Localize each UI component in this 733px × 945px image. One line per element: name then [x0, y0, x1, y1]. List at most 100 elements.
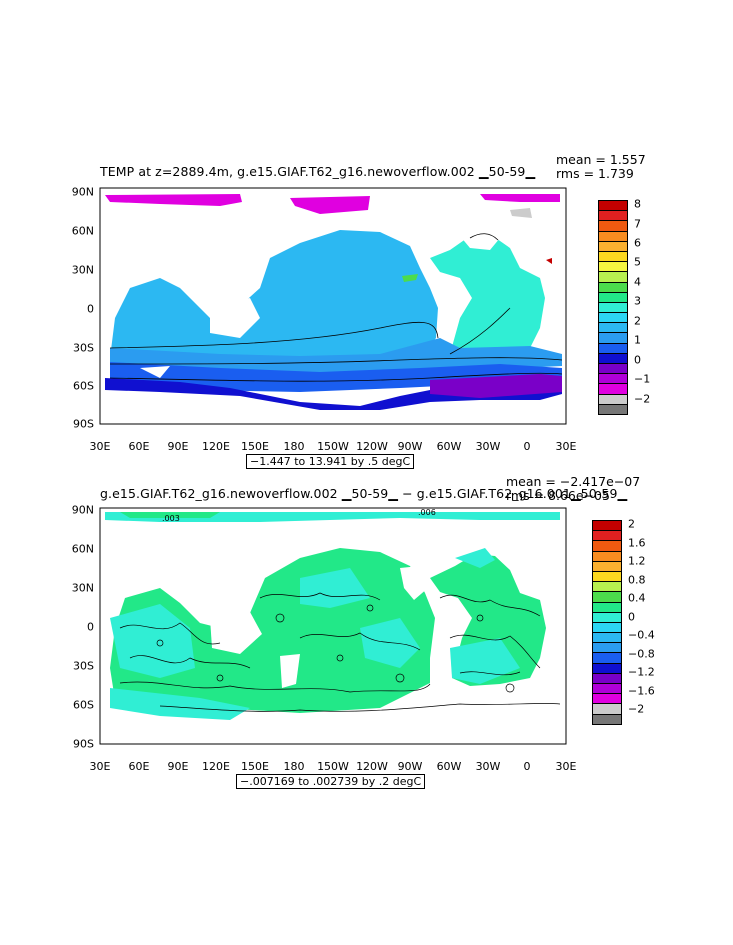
x-tick-label: 120W — [356, 440, 388, 453]
x-tick-label: 120E — [202, 440, 230, 453]
colorbar-swatch — [593, 582, 621, 593]
contour-range-label: −.007169 to .002739 by .2 degC — [236, 774, 426, 789]
x-tick-label: 150W — [317, 440, 349, 453]
colorbar-label: 1.2 — [628, 554, 646, 568]
colorbar-swatch — [599, 323, 627, 334]
colorbar-swatch — [593, 541, 621, 552]
temperature-map-panel: TEMP at z=2889.4m, g.e15.GIAF.T62_g16.ne… — [0, 150, 733, 470]
colorbar-label: −0.4 — [628, 628, 655, 642]
mean-text: mean = 1.557 — [556, 152, 646, 167]
colorbar-swatch — [599, 292, 627, 303]
colorbar-swatch — [599, 394, 627, 405]
y-tick-label: 60N — [71, 542, 94, 556]
colorbar-swatch — [599, 272, 627, 283]
rms-text: rms = 1.739 — [556, 166, 634, 181]
x-tick-label: 90W — [397, 440, 423, 453]
colorbar — [592, 520, 622, 725]
colorbar-swatch — [599, 231, 627, 242]
x-tick-label: 90E — [167, 440, 189, 453]
x-tick-label: 180 — [283, 440, 305, 453]
x-tick-label: 30W — [475, 760, 501, 773]
contour-label: .006 — [418, 508, 436, 517]
colorbar-swatch — [599, 302, 627, 314]
colorbar-swatch — [599, 201, 627, 212]
colorbar-label: 8 — [634, 197, 641, 211]
y-tick-label: 90N — [71, 185, 94, 199]
x-tick-label: 90E — [167, 760, 189, 773]
y-tick-label: 30S — [73, 341, 94, 355]
mean-text: mean = −2.417e−07 — [506, 474, 641, 489]
colorbar-label: −2 — [634, 392, 651, 406]
y-tick-label: 90S — [73, 417, 94, 431]
map-frame — [99, 187, 567, 425]
x-tick-label: 150W — [317, 760, 349, 773]
x-tick-label: 90W — [397, 760, 423, 773]
difference-map-panel: g.e15.GIAF.T62_g16.newoverflow.002 ▁50-5… — [0, 470, 733, 790]
y-tick-label: 90S — [73, 737, 94, 751]
colorbar-label: −2 — [628, 702, 645, 716]
x-tick-label: 30E — [555, 760, 577, 773]
colorbar-label: 1.6 — [628, 536, 646, 550]
colorbar-swatch — [599, 353, 627, 364]
colorbar-swatch — [599, 313, 627, 324]
colorbar-swatch — [593, 531, 621, 542]
colorbar-label: 3 — [634, 294, 641, 308]
colorbar-swatch — [593, 612, 621, 623]
difference-map — [100, 508, 566, 744]
colorbar-swatch — [593, 704, 621, 715]
map-frame — [99, 507, 567, 745]
y-tick-label: 60S — [73, 698, 94, 712]
x-tick-label: 30E — [89, 760, 111, 773]
colorbar-swatch — [593, 521, 621, 532]
colorbar-label: −1.6 — [628, 684, 655, 698]
colorbar-label: 0 — [628, 610, 635, 624]
x-tick-label: 30E — [555, 440, 577, 453]
colorbar-label: −0.8 — [628, 647, 655, 661]
y-tick-label: 60N — [71, 224, 94, 238]
colorbar-swatch — [599, 404, 627, 414]
colorbar-swatch — [599, 262, 627, 273]
contour-label: .003 — [162, 514, 180, 523]
colorbar-swatch — [593, 571, 621, 583]
rms-text: rms = 8.66e−05 — [506, 488, 610, 503]
colorbar-swatch — [593, 684, 621, 695]
colorbar-label: 0 — [634, 353, 641, 367]
colorbar-swatch — [593, 714, 621, 724]
colorbar-label: −1.2 — [628, 665, 655, 679]
colorbar-swatch — [593, 592, 621, 603]
x-tick-label: 120E — [202, 760, 230, 773]
colorbar-swatch — [593, 551, 621, 562]
panel-title: TEMP at z=2889.4m, g.e15.GIAF.T62_g16.ne… — [100, 164, 536, 179]
x-tick-label: 60W — [436, 440, 462, 453]
x-tick-label: 150E — [241, 760, 269, 773]
colorbar-label: 5 — [634, 255, 641, 269]
colorbar-swatch — [599, 374, 627, 385]
colorbar-swatch — [593, 643, 621, 654]
colorbar-swatch — [599, 211, 627, 222]
colorbar-swatch — [593, 633, 621, 644]
x-tick-label: 120W — [356, 760, 388, 773]
y-tick-label: 0 — [87, 620, 94, 634]
colorbar-swatch — [599, 251, 627, 263]
colorbar-swatch — [593, 653, 621, 664]
colorbar-label: 0.8 — [628, 573, 646, 587]
colorbar-swatch — [593, 561, 621, 572]
x-tick-label: 60E — [128, 440, 150, 453]
colorbar-swatch — [593, 694, 621, 705]
colorbar-label: 7 — [634, 217, 641, 230]
colorbar-swatch — [593, 673, 621, 684]
colorbar-label: 2 — [628, 517, 635, 531]
colorbar-label: 2 — [634, 314, 641, 328]
colorbar-swatch — [599, 282, 627, 293]
colorbar-label: 1 — [634, 333, 641, 347]
x-tick-label: 30W — [475, 440, 501, 453]
y-tick-label: 90N — [71, 503, 94, 517]
colorbar-swatch — [599, 221, 627, 232]
colorbar-swatch — [599, 333, 627, 344]
colorbar-swatch — [593, 663, 621, 674]
x-tick-label: 150E — [241, 440, 269, 453]
colorbar-swatch — [599, 343, 627, 354]
x-tick-label: 60W — [436, 760, 462, 773]
colorbar-swatch — [599, 384, 627, 395]
x-tick-label: 30E — [89, 440, 111, 453]
